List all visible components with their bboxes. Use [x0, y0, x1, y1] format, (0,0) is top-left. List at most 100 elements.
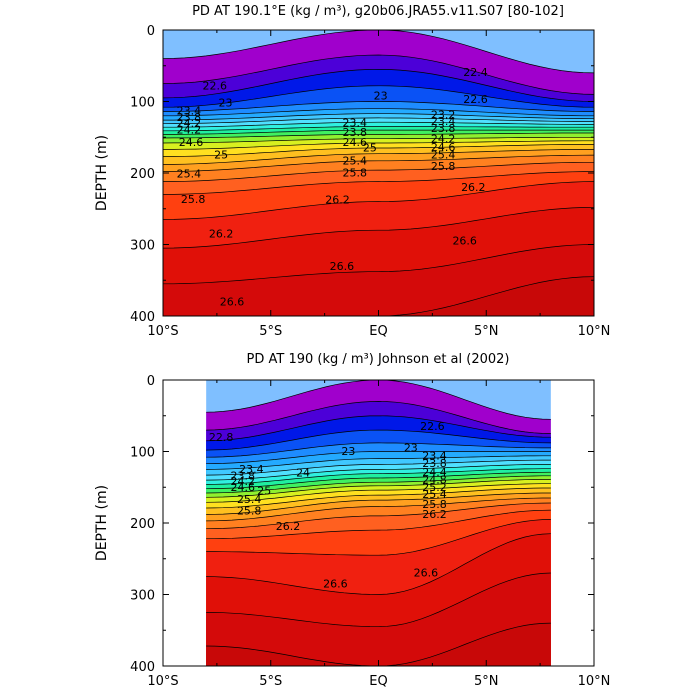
contour-line-22.6	[206, 401, 551, 434]
contour-label: 25.4	[422, 488, 447, 501]
contour-line-22.4	[206, 380, 551, 420]
contour-label: 22.8	[209, 431, 234, 444]
contour-band-26.6	[206, 573, 551, 666]
contour-line-25.2	[163, 144, 594, 157]
contour-band-26.8	[206, 623, 551, 666]
contour-label: 22.6	[202, 79, 227, 92]
contour-line-23.4	[163, 108, 594, 117]
contour-label: 23.4	[431, 115, 456, 128]
contour-label: 26.6	[323, 577, 348, 590]
y-tick-label: 400	[130, 660, 155, 675]
contour-label: 24.2	[230, 475, 255, 488]
x-tick-label: EQ	[369, 324, 387, 339]
chart-title-bottom: PD AT 190 (kg / m³) Johnson et al (2002)	[247, 352, 510, 367]
contour-label: 26.2	[325, 194, 350, 207]
contour-line-22.8	[206, 415, 551, 442]
contour-label: 26.2	[209, 227, 234, 240]
contour-line-23.2	[206, 442, 551, 458]
contour-line-24.2	[206, 468, 551, 485]
y-tick-label: 0	[147, 374, 155, 389]
contour-line-23	[206, 429, 551, 451]
contour-line-25	[206, 483, 551, 503]
contour-label: 26.6	[452, 235, 477, 248]
y-tick-label: 200	[130, 517, 155, 532]
contour-label: 23.8	[343, 126, 368, 139]
contour-line-23	[163, 85, 594, 108]
contour-line-24.4	[206, 471, 551, 490]
y-tick-label: 300	[130, 239, 155, 254]
plot-area-bottom: 22.823.423.824.224.6 2525.425.826.226.624…	[130, 374, 610, 689]
y-axis-label-bottom: DEPTH (m)	[94, 485, 110, 561]
contour-label: 25.8	[422, 498, 447, 511]
contour-label: 26.6	[414, 567, 439, 580]
contour-label: 23.4	[343, 117, 368, 130]
contour-label: 24.6	[179, 136, 204, 149]
x-tick-label: 10°N	[578, 674, 611, 689]
x-tick-label: 10°S	[147, 324, 178, 339]
contour-line-23.6	[163, 113, 594, 121]
plot-area-top: 22.62323.423.824.224.224.62525.425.826.2…	[130, 24, 610, 339]
contour-line-26.8	[163, 276, 594, 316]
contour-line-24	[206, 464, 551, 481]
contour-label: 25	[363, 142, 377, 155]
contour-line-22.8	[163, 68, 594, 102]
contour-line-23.8	[206, 459, 551, 476]
contour-line-24.8	[163, 136, 594, 144]
contour-line-25.4	[163, 149, 594, 165]
contour-label: 26.6	[330, 260, 355, 273]
contour-line-24.2	[163, 126, 594, 132]
contour-label: 25	[214, 149, 228, 162]
x-tick-label: 5°S	[259, 324, 282, 339]
contour-label: 25.8	[343, 167, 368, 180]
chart-bottom: PD AT 190 (kg / m³) Johnson et al (2002)…	[94, 352, 610, 689]
contour-label: 26.2	[461, 181, 486, 194]
contour-label: 24.4	[422, 466, 447, 479]
contour-label: 24.6	[343, 136, 368, 149]
contour-label: 23	[341, 445, 355, 458]
contour-fill-group	[206, 380, 551, 666]
contour-line-25.6	[206, 497, 551, 522]
contour-line-24.4	[163, 129, 594, 135]
contour-label: 25.8	[237, 504, 262, 517]
contour-label: 25.4	[431, 149, 456, 162]
contour-line-26	[163, 171, 594, 195]
contour-label: 25.4	[177, 167, 202, 180]
contour-label: 25.4	[343, 154, 368, 167]
x-tick-label: 5°N	[474, 674, 499, 689]
contour-line-22.6	[163, 54, 594, 95]
contour-label: 25.2	[422, 481, 447, 494]
contour-label: 23.8	[431, 122, 456, 135]
contour-label: 23	[218, 97, 232, 110]
contour-label: 24.2	[431, 132, 456, 145]
x-tick-label: 5°N	[474, 324, 499, 339]
contour-line-25	[163, 140, 594, 150]
contour-fill-group	[163, 30, 594, 316]
contour-line-25.2	[206, 487, 551, 509]
y-tick-label: 400	[130, 310, 155, 325]
x-tick-label: EQ	[369, 674, 387, 689]
contour-line-25.6	[163, 154, 594, 172]
y-tick-label: 200	[130, 167, 155, 182]
contour-label: 23.8	[177, 111, 202, 124]
contour-label: 26.2	[422, 508, 447, 521]
x-tick-label: 10°N	[578, 324, 611, 339]
y-axis-label-top: DEPTH (m)	[94, 135, 110, 211]
contour-line-26.2	[206, 519, 551, 556]
y-tick-label: 0	[147, 24, 155, 39]
contour-label: 23.4	[422, 449, 447, 462]
contour-label: 24.6	[230, 481, 255, 494]
contour-label: 25.8	[431, 160, 456, 173]
contour-label: 26.2	[276, 520, 301, 533]
contour-label: 23.2	[431, 109, 456, 122]
contour-line-24.6	[163, 132, 594, 139]
contour-line-23.4	[206, 451, 551, 465]
contour-label: 23.4	[177, 104, 202, 117]
contour-line-24.8	[206, 479, 551, 498]
contour-label: 22.4	[463, 66, 488, 79]
contour-line-26	[206, 509, 551, 540]
y-tick-label: 100	[130, 96, 155, 111]
y-tick-label: 300	[130, 589, 155, 604]
contour-line-25.4	[206, 492, 551, 515]
contour-label: 24.6	[431, 141, 456, 154]
